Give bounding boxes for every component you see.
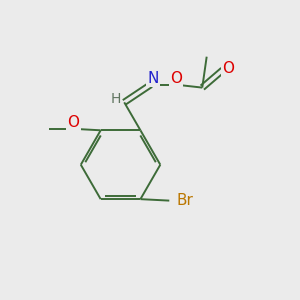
- Text: H: H: [110, 92, 121, 106]
- Text: O: O: [222, 61, 234, 76]
- Text: Br: Br: [177, 193, 194, 208]
- Text: O: O: [170, 71, 182, 86]
- Text: O: O: [68, 115, 80, 130]
- Text: N: N: [147, 71, 159, 86]
